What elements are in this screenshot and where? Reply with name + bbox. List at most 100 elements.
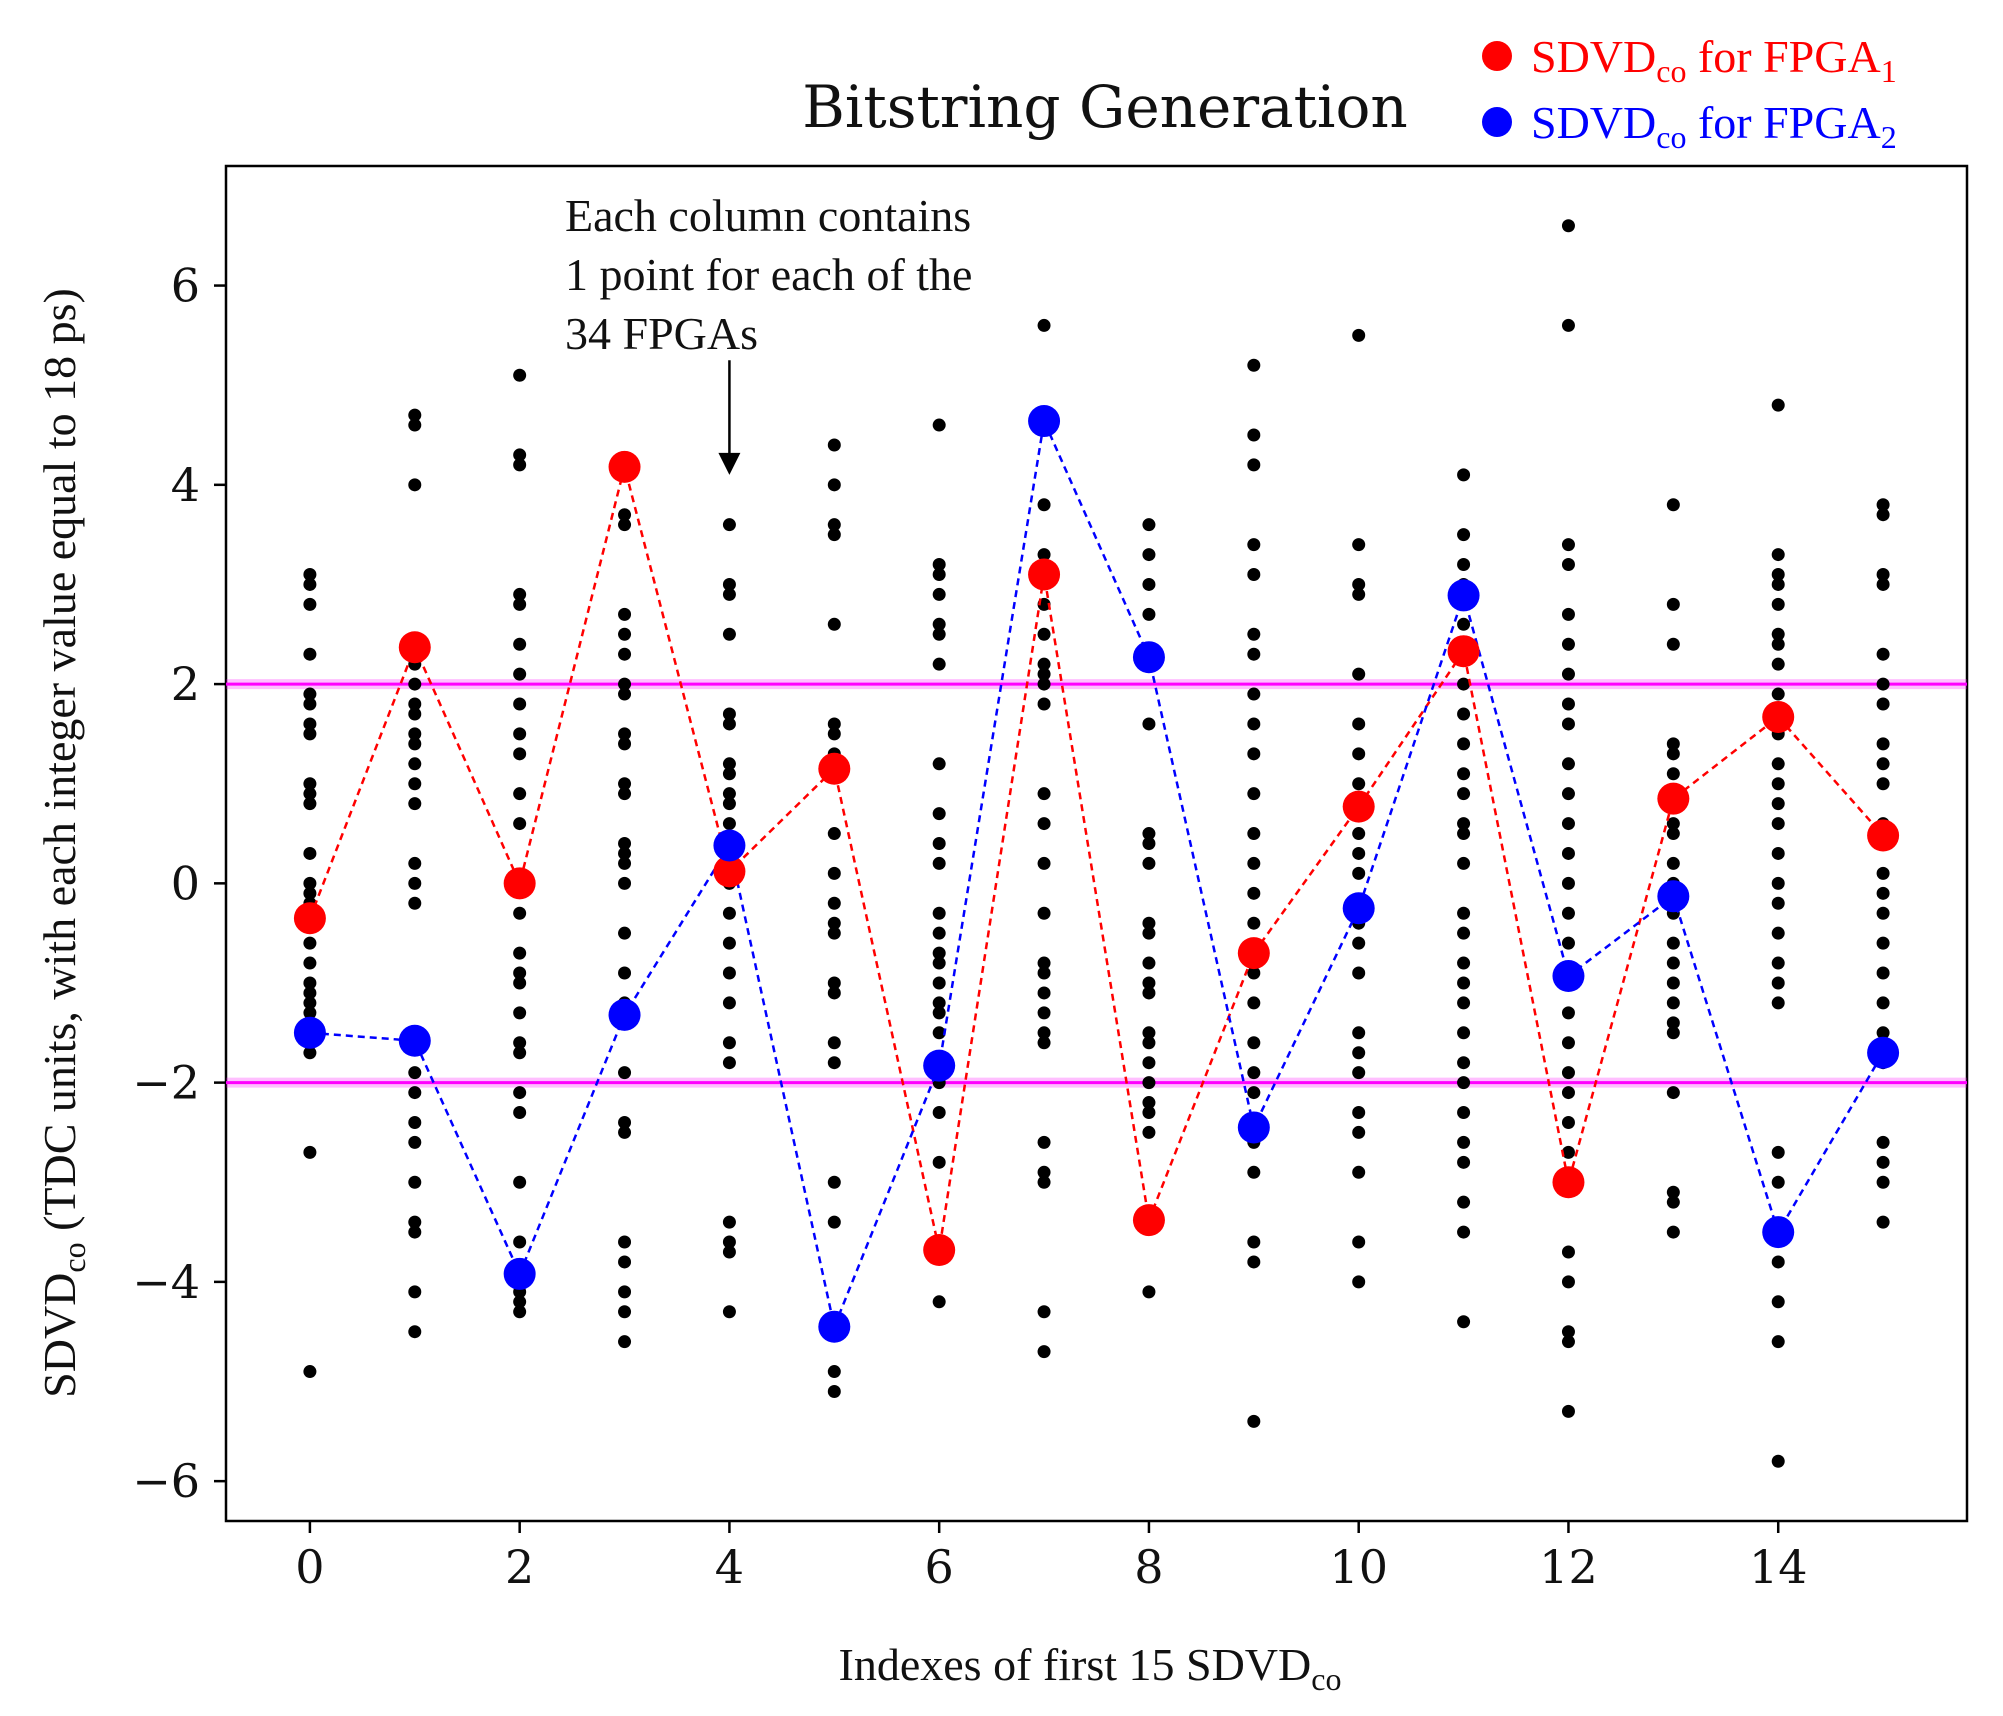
fpga-point xyxy=(1247,966,1261,980)
fpga-point xyxy=(1037,548,1051,562)
fpga-point xyxy=(1561,936,1575,950)
fpga-point xyxy=(1561,667,1575,681)
fpga-point xyxy=(1142,986,1156,1000)
series-point-fpga1 xyxy=(1132,1204,1165,1237)
y-axis-label: SDVDco (TDC units, with each integer val… xyxy=(34,288,92,1398)
fpga-point xyxy=(932,627,946,641)
fpga-point xyxy=(1142,1036,1156,1050)
series-point-fpga2 xyxy=(1342,892,1375,925)
fpga-point xyxy=(1247,358,1261,372)
fpga-point xyxy=(1666,1195,1680,1209)
fpga-point xyxy=(827,896,841,910)
fpga-point xyxy=(1666,1026,1680,1040)
fpga-point xyxy=(618,1235,632,1249)
fpga-point xyxy=(408,697,422,711)
fpga-point xyxy=(513,976,527,990)
fpga-point xyxy=(618,687,632,701)
series-point-fpga1 xyxy=(1762,700,1795,733)
fpga-point xyxy=(1561,906,1575,920)
x-tick-label: 0 xyxy=(295,1540,324,1594)
fpga-point xyxy=(303,936,317,950)
fpga-point xyxy=(1666,976,1680,990)
fpga-point xyxy=(1142,1056,1156,1070)
fpga-point xyxy=(303,647,317,661)
series-point-fpga1 xyxy=(1342,790,1375,823)
series-point-fpga2 xyxy=(1237,1111,1270,1144)
fpga-point xyxy=(722,1305,736,1319)
fpga-point xyxy=(618,1066,632,1080)
fpga-point xyxy=(1247,1086,1261,1100)
fpga-point xyxy=(303,976,317,990)
fpga-point xyxy=(1876,966,1890,980)
series-point-fpga1 xyxy=(608,450,641,483)
fpga-point xyxy=(303,1006,317,1020)
fpga-point xyxy=(618,1125,632,1139)
fpga-point xyxy=(1037,1135,1051,1149)
axis-ticks: 0 2 4 6 8 10 12 14 −6 −4 −2 0 2 4 6 xyxy=(132,259,1807,1594)
fpga-point xyxy=(1352,1046,1366,1060)
fpga-point xyxy=(1561,1325,1575,1339)
series-point-fpga2 xyxy=(398,1024,431,1057)
fpga-point xyxy=(1666,1016,1680,1030)
fpga-point xyxy=(1037,1165,1051,1179)
fpga-point xyxy=(722,757,736,771)
fpga-point xyxy=(1876,866,1890,880)
fpga-point xyxy=(827,866,841,880)
fpga-point xyxy=(1771,657,1785,671)
fpga-point xyxy=(1457,1315,1471,1329)
fpga-point xyxy=(618,1285,632,1299)
fpga-point xyxy=(1352,827,1366,841)
fpga-point xyxy=(1561,757,1575,771)
fpga-point xyxy=(722,787,736,801)
fpga-point xyxy=(513,747,527,761)
fpga-point xyxy=(1876,1175,1890,1189)
fpga-point xyxy=(932,757,946,771)
fpga-point xyxy=(932,837,946,850)
fpga-point xyxy=(408,1285,422,1299)
legend-entry-fpga1: SDVDco for FPGA1 xyxy=(1482,31,1897,89)
fpga-point xyxy=(827,986,841,1000)
fpga-point xyxy=(1876,996,1890,1010)
fpga-point xyxy=(303,727,317,741)
y-tick-label: 4 xyxy=(171,458,200,512)
fpga-point xyxy=(722,577,736,591)
fpga-point xyxy=(722,1235,736,1249)
fpga-point xyxy=(932,956,946,970)
fpga-point xyxy=(1247,827,1261,841)
fpga-point xyxy=(722,936,736,950)
series-point-fpga1 xyxy=(503,867,536,900)
fpga-point xyxy=(1457,677,1471,691)
fpga-point xyxy=(1457,956,1471,970)
fpga-point xyxy=(827,518,841,532)
fpga-point xyxy=(1561,1245,1575,1259)
fpga-point xyxy=(827,1175,841,1189)
fpga-point xyxy=(1561,1145,1575,1159)
y-tick-label: −2 xyxy=(132,1056,200,1110)
legend: SDVDco for FPGA1 SDVDco for FPGA2 xyxy=(1482,31,1897,155)
fpga-point xyxy=(1352,1026,1366,1040)
fpga-point xyxy=(618,727,632,741)
fpga-point xyxy=(1666,996,1680,1010)
series-point-fpga2 xyxy=(1132,641,1165,674)
fpga-point xyxy=(1771,1175,1785,1189)
fpga-point xyxy=(827,827,841,841)
fpga-point xyxy=(932,567,946,581)
fpga-point xyxy=(1037,657,1051,671)
fpga-point xyxy=(1457,737,1471,751)
fpga-point xyxy=(1352,1165,1366,1179)
fpga-point xyxy=(1142,1125,1156,1139)
y-tick-label: 2 xyxy=(171,657,200,711)
fpga-point xyxy=(1352,936,1366,950)
fpga-point xyxy=(618,1255,632,1269)
fpga-point xyxy=(1666,597,1680,611)
legend-label-fpga1: SDVDco for FPGA1 xyxy=(1531,31,1897,89)
fpga-point xyxy=(1142,1096,1156,1110)
fpga-point xyxy=(1561,538,1575,552)
fpga-point xyxy=(408,408,422,422)
y-tick-label: −4 xyxy=(132,1255,200,1309)
fpga-point xyxy=(1457,996,1471,1010)
fpga-point xyxy=(408,1225,422,1239)
series-point-fpga2 xyxy=(923,1049,956,1082)
fpga-point xyxy=(1771,1454,1785,1468)
fpga-point xyxy=(827,1384,841,1398)
